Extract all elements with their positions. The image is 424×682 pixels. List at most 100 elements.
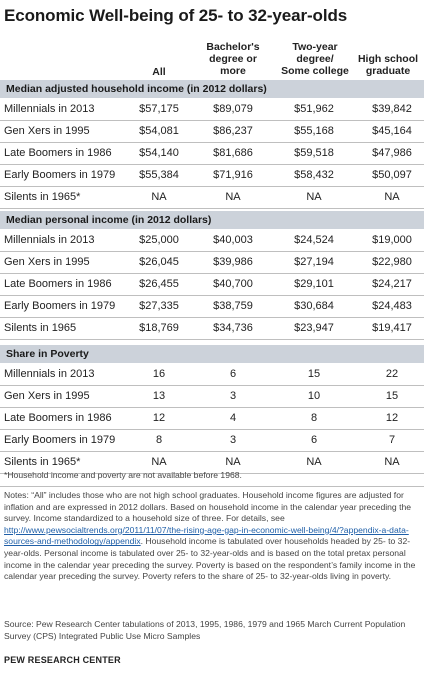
- section-header: Median adjusted household income (in 201…: [0, 80, 424, 98]
- table-cell: NA: [306, 191, 322, 203]
- table-cell: $19,000: [372, 234, 412, 246]
- row-label: Early Boomers in 1979: [4, 434, 116, 446]
- row-label: Millennials in 2013: [4, 103, 95, 115]
- footnote-star: *Household income and poverty are not av…: [4, 470, 242, 480]
- table-cell: 8: [310, 412, 318, 424]
- table-cell: $24,217: [372, 278, 412, 290]
- table-cell: 15: [307, 368, 321, 380]
- table-cell: $40,700: [213, 278, 253, 290]
- row-label: Millennials in 2013: [4, 234, 95, 246]
- row-label: Silents in 1965*: [4, 191, 81, 203]
- table-cell: 22: [385, 368, 399, 380]
- table-cell: $59,518: [294, 147, 334, 159]
- table-cell: $24,483: [372, 300, 412, 312]
- table-cell: $25,000: [139, 234, 179, 246]
- column-header-line: degree or: [209, 53, 257, 65]
- table-cell: $27,335: [139, 300, 179, 312]
- table-cell: $40,003: [213, 234, 253, 246]
- table-cell: $51,962: [294, 103, 334, 115]
- section-title: Median personal income (in 2012 dollars): [6, 214, 212, 226]
- column-header-line: All: [152, 66, 166, 78]
- table-cell: $55,384: [139, 169, 179, 181]
- table-cell: $22,980: [372, 256, 412, 268]
- methodology-link[interactable]: http://www.pewsocialtrends.org/2011/11/0…: [4, 524, 409, 547]
- table-cell: 13: [152, 390, 166, 402]
- table-cell: $54,081: [139, 125, 179, 137]
- table-cell: $29,101: [294, 278, 334, 290]
- table-row: Silents in 1965* NA NA NA NA: [0, 187, 424, 209]
- column-header-line: Two-year: [292, 41, 338, 53]
- table-row: Millennials in 2013 $57,175 $89,079 $51,962…: [0, 99, 424, 121]
- section-header: Median personal income (in 2012 dollars): [0, 211, 424, 229]
- table-row: Millennials in 2013 16 6 15 22: [0, 364, 424, 386]
- column-header-high-school: High school graduate: [352, 53, 424, 77]
- table-cell: NA: [384, 456, 400, 468]
- table-cell: $58,432: [294, 169, 334, 181]
- row-label: Late Boomers in 1986: [4, 147, 112, 159]
- row-label: Early Boomers in 1979: [4, 169, 116, 181]
- section-title: Median adjusted household income (in 201…: [6, 83, 267, 95]
- table-cell: 16: [152, 368, 166, 380]
- table-cell: $30,684: [294, 300, 334, 312]
- row-label: Late Boomers in 1986: [4, 278, 112, 290]
- table-cell: $50,097: [372, 169, 412, 181]
- column-header-all: All: [124, 66, 194, 78]
- table-cell: $81,686: [213, 147, 253, 159]
- notes-text-2: . Household income is tabulated over hou…: [4, 536, 416, 582]
- column-header-bachelors: Bachelor's degree or more: [198, 41, 268, 77]
- table-cell: $55,168: [294, 125, 334, 137]
- table-cell: $47,986: [372, 147, 412, 159]
- table-row: Late Boomers in 1986 $26,455 $40,700 $29,10…: [0, 274, 424, 296]
- source: Source: Pew Research Center tabulations …: [4, 619, 406, 641]
- table-cell: $57,175: [139, 103, 179, 115]
- column-header-two-year: Two-year degree/Some college: [275, 41, 355, 77]
- table-cell: $34,736: [213, 322, 253, 334]
- table-cell: $19,417: [372, 322, 412, 334]
- column-header-line: degree/: [296, 53, 334, 65]
- table-row: Silents in 1965 $18,769 $34,736 $23,947 $19,…: [0, 318, 424, 340]
- table-cell: NA: [384, 191, 400, 203]
- table-row: Late Boomers in 1986 $54,140 $81,686 $59,51…: [0, 143, 424, 165]
- table-row: Millennials in 2013 $25,000 $40,003 $24,524…: [0, 230, 424, 252]
- table-cell: $45,164: [372, 125, 412, 137]
- table-cell: NA: [225, 191, 241, 203]
- row-label: Gen Xers in 1995: [4, 390, 90, 402]
- row-label: Late Boomers in 1986: [4, 412, 112, 424]
- table-cell: 12: [385, 412, 399, 424]
- notes: Notes: “All” includes those who are not …: [4, 490, 420, 583]
- table-cell: NA: [306, 456, 322, 468]
- column-header-line: more: [220, 65, 246, 77]
- column-header-line: Bachelor's: [206, 41, 260, 53]
- table-cell: NA: [151, 191, 167, 203]
- table-cell: $27,194: [294, 256, 334, 268]
- table-cell: $26,045: [139, 256, 179, 268]
- column-header-line: High school: [357, 53, 419, 65]
- table-cell: NA: [225, 456, 241, 468]
- section-title: Share in Poverty: [6, 348, 89, 360]
- divider: [0, 486, 424, 487]
- table-cell: $38,759: [213, 300, 253, 312]
- table-cell: $86,237: [213, 125, 253, 137]
- table-cell: 3: [229, 434, 237, 446]
- column-header-line: Some college: [281, 65, 349, 77]
- table-cell: 6: [310, 434, 318, 446]
- table-cell: $89,079: [213, 103, 253, 115]
- table-row: Early Boomers in 1979 $55,384 $71,916 $58,4…: [0, 165, 424, 187]
- row-label: Gen Xers in 1995: [4, 256, 90, 268]
- table-cell: $54,140: [139, 147, 179, 159]
- table-cell: 15: [385, 390, 399, 402]
- table-row: Gen Xers in 1995 $54,081 $86,237 $55,168 $45…: [0, 121, 424, 143]
- table-row: Gen Xers in 1995 $26,045 $39,986 $27,194 $22…: [0, 252, 424, 274]
- section-header: Share in Poverty: [0, 345, 424, 363]
- row-label: Silents in 1965: [4, 322, 77, 334]
- pew-logo-text: PEW RESEARCH CENTER: [4, 655, 121, 665]
- row-label: Gen Xers in 1995: [4, 125, 90, 137]
- table-row: Early Boomers in 1979 $27,335 $38,759 $30,6…: [0, 296, 424, 318]
- row-label: Silents in 1965*: [4, 456, 81, 468]
- table-row: Early Boomers in 1979 8 3 6 7: [0, 430, 424, 452]
- table-cell: 7: [388, 434, 396, 446]
- table-cell: 4: [229, 412, 237, 424]
- table-cell: $39,842: [372, 103, 412, 115]
- page-title: Economic Well-being of 25- to 32-year-ol…: [4, 6, 348, 25]
- table-cell: NA: [151, 456, 167, 468]
